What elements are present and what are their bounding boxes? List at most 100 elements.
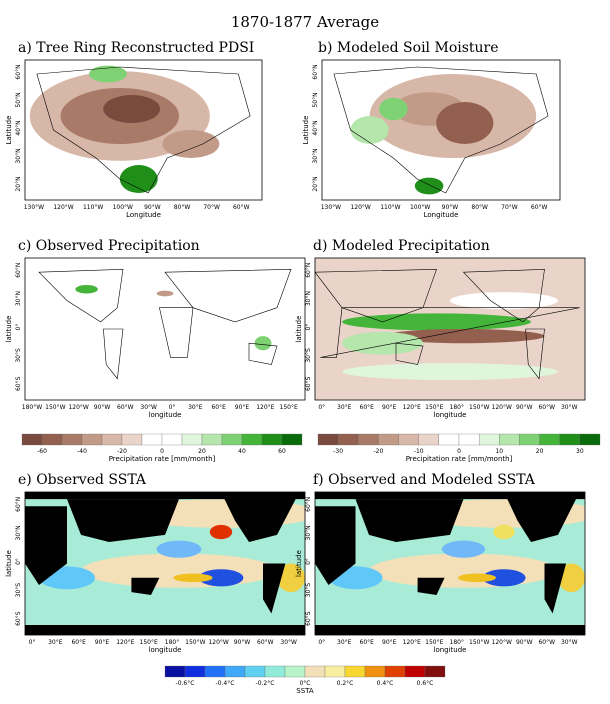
map-shade bbox=[198, 569, 244, 587]
y-tick-label: 40°N bbox=[15, 120, 22, 135]
x-tick-label: 150°W bbox=[469, 404, 489, 411]
colorbar-swatch bbox=[241, 433, 263, 446]
coastline bbox=[462, 269, 545, 323]
map bbox=[315, 258, 585, 400]
colorbar-swatch bbox=[204, 665, 226, 678]
x-tick-label: 60°E bbox=[211, 404, 226, 411]
y-tick-label: 0° bbox=[305, 324, 312, 331]
x-tick-label: 150°E bbox=[425, 639, 443, 646]
colorbar-tick-label: 10 bbox=[495, 448, 503, 455]
x-tick-label: 150°E bbox=[425, 404, 443, 411]
x-tick-label: 30°W bbox=[140, 404, 157, 411]
land bbox=[544, 563, 567, 614]
colorbar-tick-label: -30 bbox=[333, 448, 343, 455]
x-tick-label: 30°E bbox=[48, 639, 63, 646]
map-shade bbox=[75, 284, 98, 294]
colorbar-swatch bbox=[579, 433, 601, 446]
x-tick-label: 180° bbox=[165, 639, 179, 646]
figure-title: 1870-1877 Average bbox=[231, 13, 379, 31]
map bbox=[38, 269, 292, 380]
x-tick-label: 180°W bbox=[22, 404, 42, 411]
coastline bbox=[315, 269, 437, 323]
x-tick-label: 30°W bbox=[561, 404, 578, 411]
colorbar-tick-label: 0 bbox=[457, 448, 461, 455]
colorbar-label: Precipitation rate [mm/month] bbox=[109, 455, 216, 463]
x-tick-label: 150°W bbox=[185, 639, 205, 646]
map-frame bbox=[314, 491, 586, 636]
y-tick-label: 60°S bbox=[305, 611, 312, 626]
x-tick-label: 30°W bbox=[280, 639, 297, 646]
colorbar-swatch bbox=[121, 433, 143, 446]
x-tick-label: 120°W bbox=[350, 204, 370, 211]
x-tick-label: 60°W bbox=[117, 404, 134, 411]
x-tick-label: 130°W bbox=[321, 204, 341, 211]
land bbox=[25, 506, 67, 585]
x-tick-label: 120°E bbox=[256, 404, 274, 411]
y-tick-label: 30°S bbox=[305, 348, 312, 363]
land bbox=[355, 499, 464, 543]
coastline bbox=[103, 328, 124, 380]
colorbar-tick-label: -0.6°C bbox=[176, 680, 195, 687]
colorbar-swatch bbox=[358, 433, 379, 446]
x-tick-label: 180° bbox=[450, 404, 464, 411]
colorbar-swatch bbox=[384, 665, 406, 678]
y-tick-label: 0° bbox=[15, 324, 22, 331]
colorbar-swatch bbox=[281, 433, 303, 446]
colorbar-tick-label: 0.4°C bbox=[377, 680, 394, 687]
map-shade bbox=[81, 553, 277, 588]
panel-title: e) Observed SSTA bbox=[18, 472, 147, 488]
colorbar-swatch bbox=[404, 665, 426, 678]
map-frame bbox=[24, 491, 306, 636]
colorbar-swatch bbox=[221, 433, 243, 446]
map-shade bbox=[209, 524, 233, 540]
y-tick-label: 60°N bbox=[15, 263, 22, 278]
colorbar-swatch bbox=[317, 433, 339, 446]
panel-title: a) Tree Ring Reconstructed PDSI bbox=[18, 40, 254, 56]
x-axis-label: longitude bbox=[149, 646, 182, 654]
colorbar-label: Precipitation rate [mm/month] bbox=[406, 455, 513, 463]
map-shade bbox=[103, 95, 161, 123]
map-shade bbox=[350, 116, 389, 144]
colorbar-swatch bbox=[499, 433, 520, 446]
map-shade bbox=[156, 290, 174, 297]
y-tick-label: 0° bbox=[15, 558, 22, 565]
map-shade bbox=[173, 573, 213, 583]
x-tick-label: 60°W bbox=[538, 639, 555, 646]
land bbox=[67, 499, 179, 543]
y-axis-label: latitude bbox=[295, 316, 303, 343]
coastline bbox=[248, 342, 278, 365]
x-tick-label: 30°W bbox=[561, 639, 578, 646]
panel-title: b) Modeled Soil Moisture bbox=[318, 40, 499, 56]
x-tick-label: 0° bbox=[29, 639, 36, 646]
map-shade bbox=[379, 97, 408, 121]
y-tick-label: 30°S bbox=[305, 583, 312, 598]
colorbar-tick-label: -0.4°C bbox=[216, 680, 235, 687]
colorbar-swatch bbox=[101, 433, 123, 446]
x-tick-label: 80°W bbox=[471, 204, 488, 211]
map bbox=[315, 492, 585, 635]
y-tick-label: 60°S bbox=[15, 611, 22, 626]
colorbar-swatch bbox=[344, 665, 366, 678]
y-axis-label: Latitude bbox=[302, 116, 310, 145]
x-tick-label: 120°W bbox=[492, 639, 512, 646]
y-axis-label: latitude bbox=[5, 316, 13, 343]
colorbar-swatch bbox=[201, 433, 223, 446]
y-tick-label: 60°N bbox=[305, 263, 312, 278]
colorbar-swatch bbox=[21, 433, 43, 446]
coastline bbox=[36, 66, 251, 194]
colorbar-tick-label: 20 bbox=[536, 448, 544, 455]
x-tick-label: 90°W bbox=[442, 204, 459, 211]
x-tick-label: 120°E bbox=[403, 404, 421, 411]
map-shade bbox=[436, 102, 494, 144]
colorbar-swatch bbox=[539, 433, 560, 446]
x-tick-label: 150°E bbox=[280, 404, 298, 411]
x-tick-label: 60°E bbox=[71, 639, 86, 646]
map-shade bbox=[162, 130, 220, 158]
x-tick-label: 90°W bbox=[94, 404, 111, 411]
land bbox=[315, 506, 356, 585]
y-tick-label: 30°S bbox=[15, 348, 22, 363]
map-shade bbox=[458, 573, 496, 583]
x-tick-label: 120°E bbox=[116, 639, 134, 646]
x-axis-label: longitude bbox=[149, 411, 182, 419]
